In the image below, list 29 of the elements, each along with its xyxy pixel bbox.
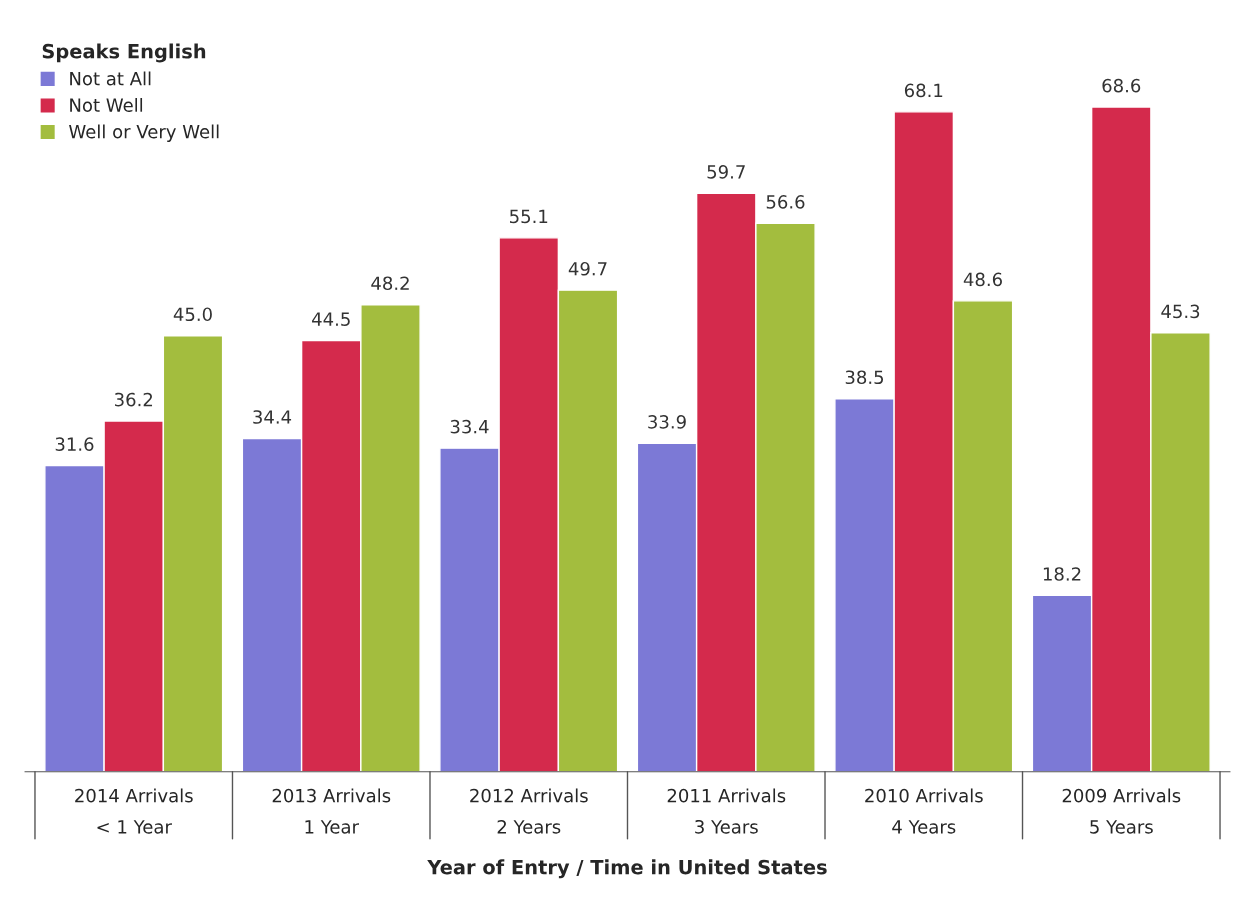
- data-label: 34.4: [253, 410, 292, 424]
- data-label: 18.2: [1043, 567, 1081, 581]
- data-label: 59.7: [707, 165, 745, 179]
- x-tick-label: 2013 Arrivals 1 Year: [272, 788, 391, 834]
- data-label: 31.6: [55, 437, 94, 451]
- data-label: 48.2: [371, 276, 409, 291]
- data-label: 68.6: [1102, 78, 1141, 93]
- x-tick-label: 2014 Arrivals < 1 Year: [75, 788, 193, 834]
- legend-title: Speaks English: [42, 43, 206, 63]
- x-tick-label: 2012 Arrivals 2 Years: [470, 788, 588, 834]
- data-label: 48.6: [963, 272, 1002, 287]
- data-label: 55.1: [510, 209, 548, 224]
- data-label: 56.6: [766, 195, 805, 209]
- x-tick-label: 2010 Arrivals 4 Years: [865, 788, 983, 834]
- data-label: 38.5: [845, 370, 884, 385]
- x-tick-label: 2009 Arrivals 5 Years: [1062, 788, 1181, 834]
- data-label: 45.0: [173, 307, 212, 322]
- x-tick-label: 2011 Arrivals 3 Years: [667, 788, 786, 834]
- data-label: 45.3: [1161, 304, 1200, 319]
- x-axis-title: Year of Entry / Time in United States: [427, 859, 827, 879]
- data-label: 68.1: [904, 83, 943, 98]
- legend-label: Well or Very Well: [69, 124, 219, 142]
- data-label: 44.5: [312, 312, 350, 326]
- data-label: 36.2: [115, 392, 153, 407]
- data-label: 33.4: [450, 419, 489, 434]
- data-label: 49.7: [568, 261, 607, 276]
- legend-label: Not at All: [70, 71, 151, 86]
- data-label: 33.9: [648, 415, 686, 429]
- legend-label: Not Well: [70, 97, 143, 112]
